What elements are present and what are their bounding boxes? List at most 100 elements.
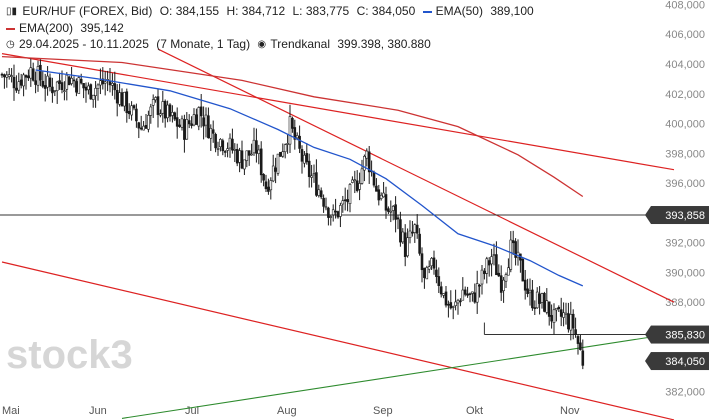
ema50-label[interactable]: EMA(50) [435,4,483,18]
candle-body [216,148,220,150]
candle-body [77,77,81,94]
candle-body [168,104,172,117]
candle-body [53,90,57,92]
price-tag-arrow [645,325,651,344]
candle-body [545,300,549,313]
candle-body [180,118,184,128]
candle-body [89,84,93,100]
candle-body [406,237,409,257]
open-value: O: 384,155 [159,4,220,18]
candle-body [207,115,210,139]
candle-body [495,254,498,276]
candle-body [581,350,585,366]
candle-body [437,276,441,287]
candle-body [0,73,4,76]
candle-body [303,154,306,164]
candle-body [319,190,323,198]
y-tick-label: 396,000 [665,178,705,190]
candle-body [115,90,119,104]
candle-body [415,224,419,234]
candle-body [197,107,201,127]
candle-body [427,266,431,270]
watermark-logo: stock3 [6,333,133,377]
candle-body [439,286,443,295]
ema200-label[interactable]: EMA(200) [19,21,74,35]
candle-body [72,79,76,82]
candle-body [142,125,145,131]
candle-body [444,291,448,306]
candle-body [399,219,402,243]
candle-body [219,139,222,148]
candle-body [58,80,61,84]
ema200-line [1,55,584,198]
ema50-value: 389,100 [490,4,534,18]
candle-body [228,137,232,149]
low-value: L: 383,775 [292,4,350,18]
candle-body [132,105,136,109]
candle-body [161,101,165,114]
candlestick-icon: ▯▮ [6,6,18,18]
candle-body [372,171,376,186]
candle-body [307,160,311,177]
candle-body [351,179,354,183]
candle-body [535,291,539,309]
ema200-swatch-icon [6,27,15,30]
channel-values: 399.398, 380.880 [337,37,431,51]
candle-body [461,289,465,301]
candle-body [84,86,88,91]
candle-body [130,105,133,116]
candle-body [240,150,244,169]
candle-body [259,148,263,176]
candle-body [202,117,205,127]
clock-icon: ◷ [6,39,15,51]
candle-body [574,329,577,335]
candle-body [17,81,21,91]
channel-label[interactable]: Trendkanal [270,37,331,51]
candle-body [339,205,342,217]
candle-body [384,194,388,211]
symbol-label: EUR/HUF (FOREX, Bid) [22,4,153,18]
x-tick-label: Aug [277,405,297,417]
candle-body [293,127,297,140]
legend-row-ema200: EMA(200) 395,142 [6,21,128,35]
candle-body [343,199,347,202]
x-tick-label: Mai [2,405,20,417]
candle-body [473,292,477,303]
candle-body [571,313,575,329]
candle-body [389,210,393,213]
candle-body [449,302,453,309]
candle-body [250,153,253,156]
candle-body [51,86,54,94]
candle-body [43,85,47,89]
channel-lower-line [1,261,675,420]
candle-body [75,81,78,93]
candle-body [305,153,309,163]
candle-body [63,90,66,92]
candle-body [238,150,241,163]
candle-body [82,83,85,89]
candle-body [387,208,390,212]
candle-body [358,183,361,190]
candle-body [315,172,318,196]
candle-body [490,256,493,265]
candle-body [151,99,155,106]
candle-body [396,217,400,220]
candle-body [91,94,95,100]
candle-body [355,180,359,191]
price-tag-arrow [645,352,651,371]
candle-body [552,309,556,323]
candle-body [214,134,217,149]
candle-body [382,192,385,198]
candle-body [526,288,529,294]
candle-body [394,204,397,220]
candle-body [127,110,131,115]
candle-body [334,210,337,213]
candle-body [511,240,515,244]
candle-body [528,290,532,294]
legend-row-symbol: ▯▮ EUR/HUF (FOREX, Bid) O: 384,155 H: 38… [6,4,538,18]
candle-body [233,148,237,151]
candle-body [363,156,366,171]
candle-body [286,143,289,145]
candle-body [475,283,479,303]
